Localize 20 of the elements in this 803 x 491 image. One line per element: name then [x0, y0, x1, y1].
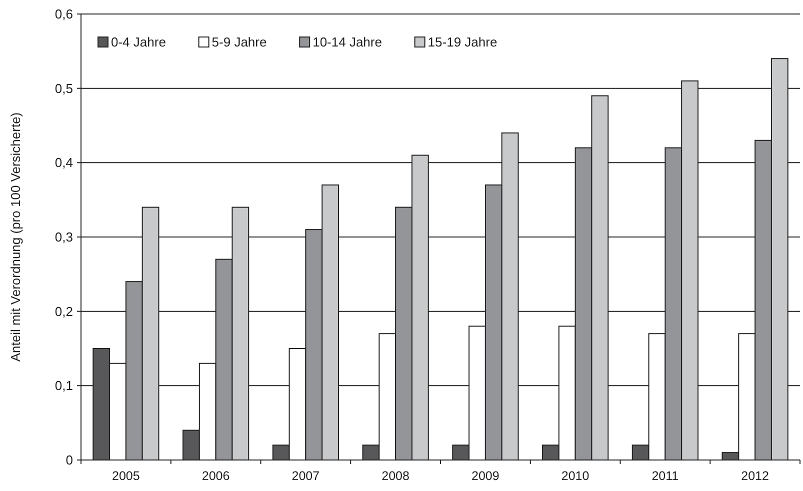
y-tick-label: 0,2 [54, 304, 73, 319]
x-tick-label: 2005 [112, 469, 140, 483]
legend-label: 5-9 Jahre [212, 34, 267, 50]
y-tick-label: 0,6 [54, 6, 73, 22]
y-axis-title: Anteil mit Verordnung (pro 100 Versicherte) [8, 112, 23, 362]
legend-label: 10-14 Jahre [312, 34, 382, 50]
x-tick-label: 2006 [202, 469, 230, 483]
y-tick-label: 0,3 [54, 230, 73, 245]
x-tick-label: 2008 [382, 469, 410, 483]
y-tick-label: 0,1 [54, 378, 73, 394]
legend-label: 15-19 Jahre [428, 34, 498, 50]
x-tick-label: 2010 [561, 469, 590, 483]
legend-label: 0-4 Jahre [111, 34, 166, 50]
x-tick-label: 2007 [292, 469, 320, 483]
y-tick-label: 0 [66, 452, 73, 468]
x-tick-label: 2012 [741, 469, 770, 483]
x-tick-label: 2011 [652, 469, 679, 483]
y-tick-label: 0,5 [54, 80, 73, 96]
y-tick-label: 0,4 [54, 155, 73, 170]
x-tick-label: 2009 [472, 469, 500, 483]
